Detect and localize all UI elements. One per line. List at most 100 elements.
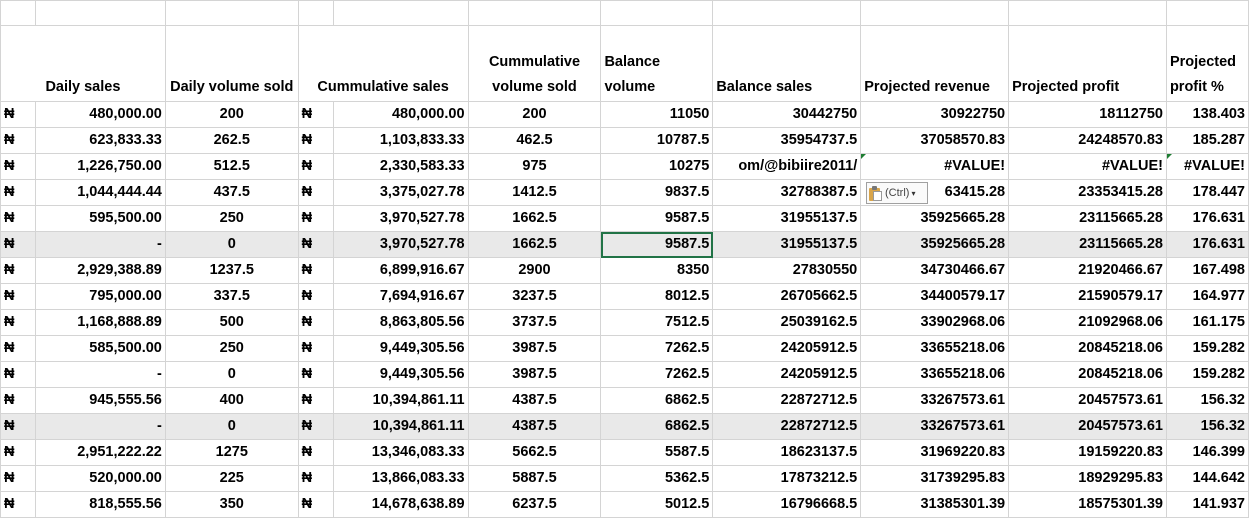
header-cummulative-volume-sold[interactable]: Cummulative volume sold — [467, 25, 602, 102]
cell-bal_sales[interactable]: 22872712.5 — [712, 387, 862, 414]
cell-vol[interactable]: 0 — [164, 361, 299, 388]
cell-cum_vol[interactable]: 5662.5 — [467, 439, 602, 466]
cell-bal_sales[interactable]: 16796668.5 — [712, 491, 862, 518]
cell[interactable] — [860, 0, 1010, 26]
cell-profit[interactable]: 20457573.61 — [1008, 387, 1167, 414]
cell-pct[interactable]: #VALUE! — [1165, 153, 1249, 180]
cell-vol[interactable]: 250 — [164, 205, 299, 232]
cell-cum_sales[interactable]: 7,694,916.67 — [332, 283, 469, 310]
currency-symbol-cell[interactable]: ₦ — [297, 101, 334, 128]
cell-vol[interactable]: 0 — [164, 231, 299, 258]
cell-vol[interactable]: 0 — [164, 413, 299, 440]
header-projected-profit[interactable]: Projected profit — [1008, 25, 1167, 102]
cell-sales[interactable]: 795,000.00 — [34, 283, 166, 310]
cell-cum_sales[interactable]: 480,000.00 — [332, 101, 469, 128]
header-projected-revenue[interactable]: Projected revenue — [860, 25, 1010, 102]
currency-symbol-cell[interactable]: ₦ — [297, 361, 334, 388]
currency-symbol-cell[interactable]: ₦ — [0, 179, 36, 206]
cell-bal_sales[interactable]: 35954737.5 — [712, 127, 862, 154]
cell-profit[interactable]: 18929295.83 — [1008, 465, 1167, 492]
cell-sales[interactable]: 585,500.00 — [34, 335, 166, 362]
cell-sales[interactable]: 623,833.33 — [34, 127, 166, 154]
cell-vol[interactable]: 1237.5 — [164, 257, 299, 284]
currency-symbol-cell[interactable]: ₦ — [0, 309, 36, 336]
cell-profit[interactable]: #VALUE! — [1008, 153, 1167, 180]
currency-symbol-cell[interactable]: ₦ — [0, 335, 36, 362]
cell-rev[interactable]: 33267573.61 — [860, 413, 1010, 440]
cell[interactable] — [467, 0, 602, 26]
cell-bal_vol[interactable]: 5012.5 — [600, 491, 714, 518]
cell-cum_sales[interactable]: 13,346,083.33 — [332, 439, 469, 466]
cell-bal_sales[interactable]: 31955137.5 — [712, 231, 862, 258]
error-indicator-icon[interactable] — [1167, 154, 1172, 159]
cell-rev[interactable]: 35925665.28 — [860, 231, 1010, 258]
cell-bal_vol[interactable]: 7512.5 — [600, 309, 714, 336]
cell-cum_sales[interactable]: 3,970,527.78 — [332, 231, 469, 258]
currency-symbol-cell[interactable]: ₦ — [0, 491, 36, 518]
currency-symbol-cell[interactable]: ₦ — [297, 257, 334, 284]
cell-cum_sales[interactable]: 3,970,527.78 — [332, 205, 469, 232]
cell-pct[interactable]: 164.977 — [1165, 283, 1249, 310]
cell-profit[interactable]: 20845218.06 — [1008, 335, 1167, 362]
cell-sales[interactable]: 2,929,388.89 — [34, 257, 166, 284]
cell-bal_vol[interactable]: 8350 — [600, 257, 714, 284]
cell-bal_sales[interactable]: om/@bibiire2011/ — [712, 153, 862, 180]
cell-rev[interactable]: 33655218.06 — [860, 335, 1010, 362]
currency-symbol-cell[interactable]: ₦ — [297, 205, 334, 232]
cell-pct[interactable]: 156.32 — [1165, 387, 1249, 414]
cell-sales[interactable]: 818,555.56 — [34, 491, 166, 518]
cell-cum_sales[interactable]: 10,394,861.11 — [332, 413, 469, 440]
error-indicator-icon[interactable] — [861, 154, 867, 159]
cell-sales[interactable]: 1,226,750.00 — [34, 153, 166, 180]
cell[interactable] — [164, 0, 299, 26]
cell-pct[interactable]: 159.282 — [1165, 361, 1249, 388]
cell-sales[interactable]: 1,044,444.44 — [34, 179, 166, 206]
cell-rev[interactable]: #VALUE! — [860, 153, 1010, 180]
currency-symbol-cell[interactable]: ₦ — [0, 101, 36, 128]
currency-symbol-cell[interactable]: ₦ — [297, 491, 334, 518]
cell-sales[interactable]: 595,500.00 — [34, 205, 166, 232]
header-balance-volume[interactable]: Balance volume — [600, 25, 714, 102]
cell-bal_sales[interactable]: 24205912.5 — [712, 361, 862, 388]
cell-bal_sales[interactable]: 31955137.5 — [712, 205, 862, 232]
cell-rev[interactable]: 34730466.67 — [860, 257, 1010, 284]
cell-rev[interactable]: 35925665.28 — [860, 205, 1010, 232]
cell-sales[interactable]: - — [34, 413, 166, 440]
cell-rev[interactable]: 31385301.39 — [860, 491, 1010, 518]
cell-profit[interactable]: 23115665.28 — [1008, 205, 1167, 232]
cell-cum_sales[interactable]: 14,678,638.89 — [332, 491, 469, 518]
currency-symbol-cell[interactable]: ₦ — [0, 205, 36, 232]
cell-cum_vol[interactable]: 3987.5 — [467, 361, 602, 388]
currency-symbol-cell[interactable]: ₦ — [0, 283, 36, 310]
cell-rev[interactable]: 37058570.83 — [860, 127, 1010, 154]
cell-vol[interactable]: 225 — [164, 465, 299, 492]
cell-bal_sales[interactable]: 17873212.5 — [712, 465, 862, 492]
cell[interactable] — [600, 0, 714, 26]
cell-sales[interactable]: 2,951,222.22 — [34, 439, 166, 466]
cell-bal_sales[interactable]: 32788387.5 — [712, 179, 862, 206]
cell-pct[interactable]: 141.937 — [1165, 491, 1249, 518]
header-daily-sales[interactable]: Daily sales — [0, 25, 166, 102]
cell-cum_vol[interactable]: 3987.5 — [467, 335, 602, 362]
cell-vol[interactable]: 250 — [164, 335, 299, 362]
currency-symbol-cell[interactable]: ₦ — [297, 127, 334, 154]
header-cummulative-sales[interactable]: Cummulative sales — [297, 25, 469, 102]
cell-pct[interactable]: 138.403 — [1165, 101, 1249, 128]
cell-pct[interactable]: 161.175 — [1165, 309, 1249, 336]
currency-symbol-cell[interactable]: ₦ — [297, 387, 334, 414]
currency-symbol-cell[interactable]: ₦ — [297, 283, 334, 310]
currency-symbol-cell[interactable]: ₦ — [0, 361, 36, 388]
cell-cum_vol[interactable]: 3737.5 — [467, 309, 602, 336]
cell[interactable] — [712, 0, 862, 26]
cell-cum_sales[interactable]: 2,330,583.33 — [332, 153, 469, 180]
cell-rev[interactable]: 33902968.06 — [860, 309, 1010, 336]
currency-symbol-cell[interactable]: ₦ — [297, 309, 334, 336]
cell-profit[interactable]: 23353415.28 — [1008, 179, 1167, 206]
cell-bal_vol[interactable]: 9587.5 — [600, 231, 714, 258]
cell-profit[interactable]: 21920466.67 — [1008, 257, 1167, 284]
cell-profit[interactable]: 21092968.06 — [1008, 309, 1167, 336]
cell-bal_vol[interactable]: 9587.5 — [600, 205, 714, 232]
cell-cum_vol[interactable]: 2900 — [467, 257, 602, 284]
currency-symbol-cell[interactable]: ₦ — [297, 335, 334, 362]
